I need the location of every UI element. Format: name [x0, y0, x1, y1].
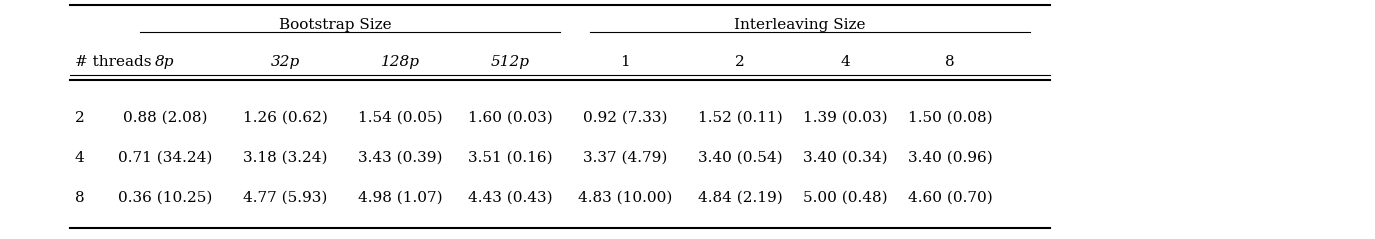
Text: 4.60 (0.70): 4.60 (0.70)	[908, 191, 993, 205]
Text: 8p: 8p	[155, 55, 175, 69]
Text: 3.18 (3.24): 3.18 (3.24)	[243, 151, 327, 165]
Text: 5.00 (0.48): 5.00 (0.48)	[803, 191, 887, 205]
Text: 1: 1	[620, 55, 630, 69]
Text: 32p: 32p	[271, 55, 300, 69]
Text: 0.36 (10.25): 0.36 (10.25)	[118, 191, 212, 205]
Text: 4.83 (10.00): 4.83 (10.00)	[578, 191, 672, 205]
Text: 1.54 (0.05): 1.54 (0.05)	[358, 111, 443, 125]
Text: 0.88 (2.08): 0.88 (2.08)	[122, 111, 208, 125]
Text: 4.43 (0.43): 4.43 (0.43)	[468, 191, 553, 205]
Text: 1.50 (0.08): 1.50 (0.08)	[908, 111, 993, 125]
Text: 4: 4	[840, 55, 850, 69]
Text: 2: 2	[76, 111, 85, 125]
Text: 4.98 (1.07): 4.98 (1.07)	[358, 191, 443, 205]
Text: 1.60 (0.03): 1.60 (0.03)	[468, 111, 553, 125]
Text: 3.43 (0.39): 3.43 (0.39)	[358, 151, 443, 165]
Text: Interleaving Size: Interleaving Size	[734, 18, 866, 32]
Text: 1.52 (0.11): 1.52 (0.11)	[697, 111, 782, 125]
Text: 2: 2	[736, 55, 745, 69]
Text: 1.39 (0.03): 1.39 (0.03)	[803, 111, 887, 125]
Text: 3.51 (0.16): 3.51 (0.16)	[468, 151, 553, 165]
Text: 0.71 (34.24): 0.71 (34.24)	[118, 151, 212, 165]
Text: 3.40 (0.54): 3.40 (0.54)	[697, 151, 782, 165]
Text: 4.84 (2.19): 4.84 (2.19)	[697, 191, 782, 205]
Text: 8: 8	[945, 55, 954, 69]
Text: 128p: 128p	[381, 55, 419, 69]
Text: Bootstrap Size: Bootstrap Size	[279, 18, 392, 32]
Text: 8: 8	[76, 191, 85, 205]
Text: 3.40 (0.96): 3.40 (0.96)	[908, 151, 993, 165]
Text: 0.92 (7.33): 0.92 (7.33)	[583, 111, 667, 125]
Text: 4: 4	[76, 151, 85, 165]
Text: 512p: 512p	[491, 55, 529, 69]
Text: 4.77 (5.93): 4.77 (5.93)	[243, 191, 327, 205]
Text: 1.26 (0.62): 1.26 (0.62)	[242, 111, 327, 125]
Text: 3.37 (4.79): 3.37 (4.79)	[583, 151, 667, 165]
Text: 3.40 (0.34): 3.40 (0.34)	[803, 151, 887, 165]
Text: # threads: # threads	[76, 55, 151, 69]
